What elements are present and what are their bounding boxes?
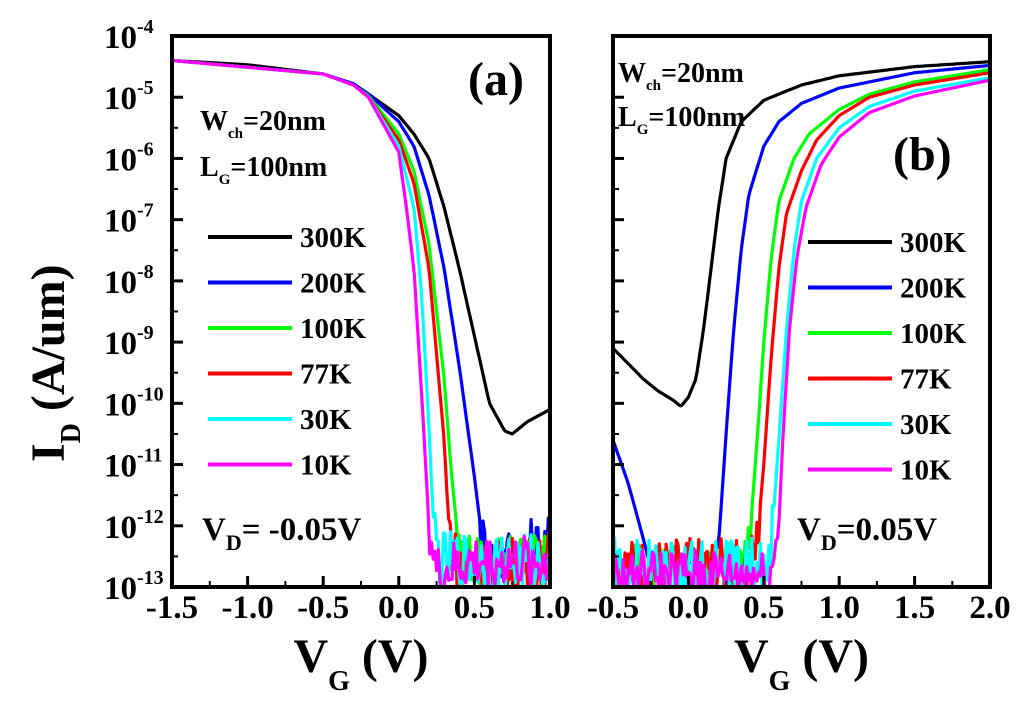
series-line-10k (172, 58, 550, 587)
legend-label: 100K (300, 313, 367, 345)
panel-a: 10-410-510-610-710-810-910-1010-1110-121… (104, 16, 571, 697)
y-tick-base: 10 (104, 20, 137, 56)
panel-label: (a) (468, 53, 524, 106)
y-tick-label: 10-11 (104, 445, 163, 485)
y-tick-base: 10 (104, 387, 137, 423)
x-tick-label: 0.5 (743, 590, 784, 626)
legend-label: 77K (900, 364, 952, 396)
x-tick-label: -1.5 (146, 590, 198, 626)
legend-label: 300K (300, 222, 367, 254)
series-line-300k (613, 60, 990, 408)
legend-label: 30K (900, 409, 952, 441)
y-tick-exponent: -10 (137, 383, 164, 405)
y-tick-exponent: -8 (137, 261, 154, 283)
y-tick-exponent: -7 (137, 200, 154, 222)
y-tick-exponent: -9 (137, 322, 154, 344)
y-tick-base: 10 (104, 142, 137, 178)
x-tick-label: 1.0 (819, 590, 860, 626)
x-tick-label: -0.5 (587, 590, 639, 626)
panel-label: (b) (893, 128, 952, 181)
x-tick-label: -0.5 (297, 590, 349, 626)
legend-label: 200K (300, 268, 367, 300)
drain-bias: VD= -0.05V (202, 512, 362, 555)
legend-label: 10K (900, 455, 952, 487)
y-tick-exponent: -13 (137, 567, 164, 589)
device-parameter: Wch=20nm (200, 106, 326, 142)
x-tick-label: 0.0 (378, 590, 419, 626)
legend-label: 100K (900, 318, 967, 350)
x-tick-label: 1.5 (894, 590, 935, 626)
y-tick-label: 10-12 (104, 506, 164, 546)
x-tick-label: 0.0 (668, 590, 709, 626)
x-tick-label: 1.0 (529, 590, 570, 626)
panel-b: -0.5 0.0 0.5 1.0 1.5 2.0 VG (V) (b) Wch=20nm LG=1… (587, 34, 1011, 697)
x-axis-title: VG (V) (734, 630, 869, 697)
device-parameter: LG=100nm (200, 152, 327, 188)
y-tick-label: 10-8 (104, 261, 154, 301)
device-parameter: LG=100nm (618, 102, 745, 138)
legend-label: 200K (900, 273, 967, 305)
curves (172, 58, 550, 587)
y-tick-exponent: -6 (137, 138, 154, 160)
y-tick-exponent: -5 (137, 77, 154, 99)
y-tick-base: 10 (104, 510, 137, 546)
series-line-77k (613, 71, 990, 587)
y-tick-exponent: -4 (137, 16, 154, 38)
legend: 300K 200K 100K 77K 30K 10K (208, 222, 367, 482)
y-tick-base: 10 (104, 81, 137, 117)
y-tick-label: 10-7 (104, 200, 154, 240)
y-tick-label: 10-5 (104, 77, 154, 117)
y-tick-exponent: -12 (137, 506, 164, 528)
legend-label: 10K (300, 450, 352, 482)
legend-label: 300K (900, 227, 967, 259)
legend-label: 30K (300, 404, 352, 436)
x-tick-label: 0.5 (454, 590, 495, 626)
y-tick-base: 10 (104, 265, 137, 301)
series-line-30k (613, 76, 990, 587)
plot-frame (170, 34, 552, 589)
x-tick-label: -1.0 (221, 590, 273, 626)
y-tick-base: 10 (104, 326, 137, 362)
series-line-10k (613, 78, 990, 587)
curves (613, 60, 990, 587)
y-tick-base: 10 (104, 449, 137, 485)
y-tick-exponent: -11 (137, 445, 163, 467)
legend-label: 77K (300, 359, 352, 391)
y-tick-label: 10-4 (104, 16, 154, 56)
y-axis-title: ID (A/um) (22, 264, 87, 462)
y-tick-label: 10-6 (104, 138, 154, 178)
x-axis-title: VG (V) (293, 630, 428, 697)
y-tick-label: 10-9 (104, 322, 154, 362)
device-parameter: Wch=20nm (618, 58, 744, 94)
x-tick-label: 2.0 (969, 590, 1010, 626)
legend: 300K 200K 100K 77K 30K 10K (808, 227, 967, 487)
y-tick-label: 10-10 (104, 383, 164, 423)
y-tick-label: 10-13 (104, 567, 164, 607)
y-tick-base: 10 (104, 204, 137, 240)
drain-bias: VD=0.05V (797, 512, 937, 555)
y-tick-base: 10 (104, 571, 137, 607)
